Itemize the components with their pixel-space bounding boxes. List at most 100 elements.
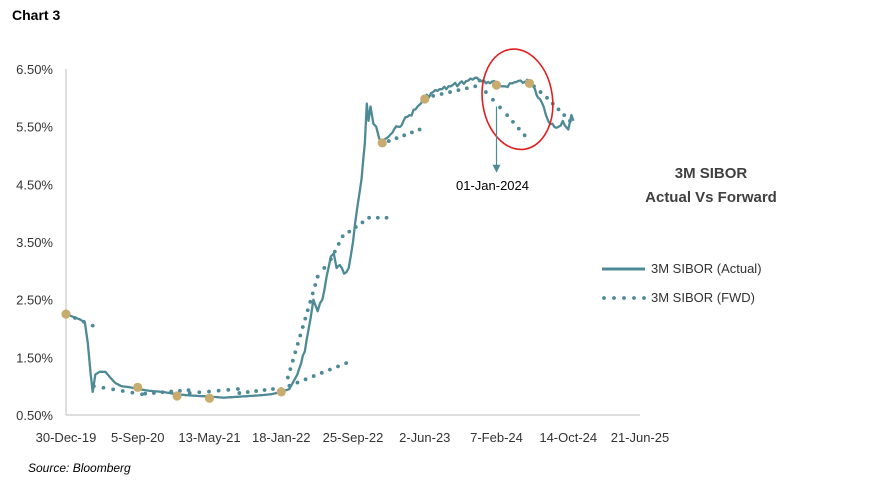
x-tick-label: 25-Sep-22 xyxy=(323,430,384,445)
actual-series-line xyxy=(65,76,575,399)
fwd-series-dot xyxy=(245,390,250,394)
fwd-series-dot xyxy=(491,97,495,102)
fwd-series-dot xyxy=(367,215,371,220)
fwd-series-dot xyxy=(90,323,95,328)
annotation-label: 01-Jan-2024 xyxy=(456,178,529,193)
y-tick-label: 5.50% xyxy=(16,120,53,135)
series-marker xyxy=(204,393,215,403)
x-tick-label: 5-Sep-20 xyxy=(111,430,164,445)
fwd-series-dot xyxy=(473,84,478,89)
fwd-series-dot xyxy=(336,242,341,246)
fwd-series-dot xyxy=(216,388,221,393)
fwd-series-dot xyxy=(562,113,567,118)
fwd-series-dot xyxy=(439,92,444,96)
fwd-series-dot xyxy=(300,325,305,329)
fwd-series-dot xyxy=(130,390,135,395)
fwd-series-dot xyxy=(464,86,469,91)
highlight-ellipse xyxy=(481,48,554,151)
fwd-series-dot xyxy=(319,370,324,375)
fwd-series-dot xyxy=(187,391,192,395)
fwd-series-dot xyxy=(322,266,327,270)
fwd-series-dot xyxy=(290,358,295,363)
series-marker xyxy=(276,387,286,397)
series-marker xyxy=(61,309,71,319)
fwd-series-dot xyxy=(295,380,300,385)
legend-dot xyxy=(632,296,636,300)
fwd-series-dot xyxy=(303,316,308,321)
fwd-series-dot xyxy=(254,389,259,393)
x-tick-label: 14-Oct-24 xyxy=(539,430,597,445)
fwd-series-dot xyxy=(340,234,345,239)
fwd-series-dot xyxy=(143,391,148,396)
chart-title-line-1: 3M SIBOR xyxy=(675,165,748,182)
fwd-series-dot xyxy=(285,375,290,380)
fwd-series-dot xyxy=(448,90,452,94)
y-tick-label: 3.50% xyxy=(16,235,53,250)
fwd-series-dot xyxy=(409,130,414,135)
fwd-series-dot xyxy=(308,299,313,304)
series-marker xyxy=(491,80,502,90)
fwd-series-dot xyxy=(271,387,275,391)
series-marker xyxy=(377,138,387,148)
fwd-series-dot xyxy=(545,95,549,100)
fwd-series-dot xyxy=(556,107,561,112)
fwd-series-dot xyxy=(295,341,300,346)
fwd-series-dot xyxy=(101,385,106,390)
y-tick-label: 4.50% xyxy=(16,177,53,192)
fwd-series-dot xyxy=(310,291,315,296)
legend: 3M SIBOR (Actual) 3M SIBOR (FWD) xyxy=(602,261,762,305)
fwd-series-dot xyxy=(327,367,332,372)
x-tick-label: 18-Jan-22 xyxy=(252,430,311,445)
fwd-series-dot xyxy=(498,105,502,110)
x-tick-label: 13-May-21 xyxy=(178,430,240,445)
fwd-series-dot xyxy=(111,387,116,392)
fwd-series-dot xyxy=(505,113,510,118)
chart-label: Chart 3 xyxy=(12,7,61,23)
x-tick-label: 2-Jun-23 xyxy=(399,430,450,445)
fwd-series-dot xyxy=(402,133,407,138)
fwd-series-dot xyxy=(305,308,310,313)
fwd-series-dot xyxy=(347,229,352,234)
fwd-series-dot xyxy=(236,387,240,391)
fwd-series-dot xyxy=(511,119,515,124)
fwd-series-dot xyxy=(516,126,521,131)
fwd-series-dot xyxy=(293,350,298,355)
fwd-series-dot xyxy=(197,390,202,395)
legend-dot xyxy=(622,296,626,300)
fwd-series-dot xyxy=(431,94,436,98)
series-marker xyxy=(172,391,182,401)
fwd-series-dot xyxy=(384,215,389,220)
fwd-series-dot xyxy=(226,387,231,392)
source-note: Source: Bloomberg xyxy=(28,461,131,475)
legend-label-fwd: 3M SIBOR (FWD) xyxy=(651,290,755,305)
y-tick-label: 6.50% xyxy=(16,62,53,77)
y-tick-label: 0.50% xyxy=(16,408,53,423)
fwd-series-dot xyxy=(360,220,365,225)
legend-dot xyxy=(612,296,616,300)
fwd-series-dot xyxy=(186,388,191,393)
x-tick-label: 21-Jun-25 xyxy=(611,430,670,445)
x-tick-label: 30-Dec-19 xyxy=(36,430,97,445)
fwd-series-dot xyxy=(288,367,293,372)
legend-swatch-fwd xyxy=(602,296,646,300)
series-marker xyxy=(420,94,430,104)
legend-label-actual: 3M SIBOR (Actual) xyxy=(651,261,762,276)
fwd-series-dot xyxy=(456,88,461,93)
fwd-series-dot xyxy=(417,127,422,132)
fwd-series-dot xyxy=(237,391,242,395)
fwd-series-dot xyxy=(394,136,399,141)
series-marker xyxy=(524,78,535,89)
y-tick-label: 2.50% xyxy=(16,293,53,308)
series-marker xyxy=(133,382,143,392)
fwd-series-dot xyxy=(336,364,340,369)
legend-dot xyxy=(602,296,606,300)
fwd-series-dot xyxy=(207,389,211,394)
y-tick-label: 1.50% xyxy=(16,350,53,365)
fwd-series-dot xyxy=(140,392,144,397)
fwd-series-dot xyxy=(298,333,303,338)
fwd-series-dot xyxy=(313,283,318,287)
x-tick-label: 7-Feb-24 xyxy=(470,430,523,445)
legend-dot xyxy=(642,296,646,300)
fwd-series-dot xyxy=(311,374,316,378)
